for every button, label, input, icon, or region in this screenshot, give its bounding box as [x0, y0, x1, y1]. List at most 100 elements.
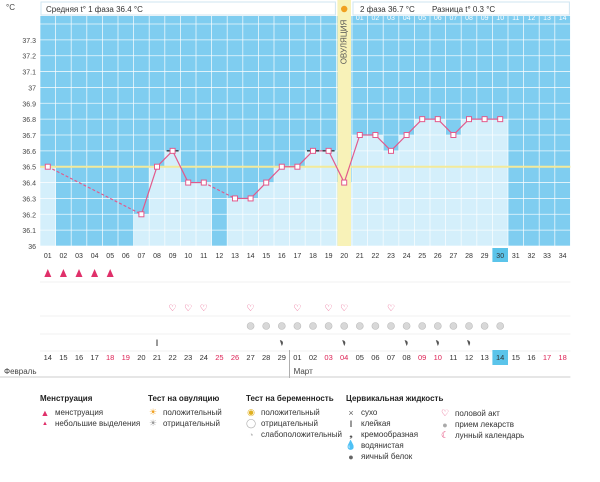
- pregnancy-weak-icon: ◔: [248, 429, 254, 440]
- phase2-text: 2 фаза 36.7 °C: [360, 5, 415, 14]
- cycle-day-label: 17: [294, 253, 302, 260]
- sun-icon: [341, 5, 348, 13]
- calendar-date: 17: [90, 353, 98, 362]
- phase1-box: [40, 1, 336, 16]
- pill-icon: [387, 322, 395, 330]
- pill-icon: [277, 322, 286, 330]
- legend-item: отрицательный: [261, 419, 318, 428]
- month-label: Февраль: [4, 367, 37, 376]
- cycle-day-label: 12: [216, 253, 224, 260]
- watery-icon: 💧: [345, 440, 357, 450]
- cycle-day-label: 26: [434, 253, 442, 260]
- y-tick-label: 36: [28, 244, 36, 251]
- pill-icon: [371, 322, 380, 330]
- calendar-date: 20: [137, 353, 145, 362]
- cycle-day-label: 33: [543, 253, 551, 260]
- legend-ovulation-test: Тест на овуляцию ☀ положительный ☀ отрицат…: [148, 394, 222, 429]
- legend-item: лунный календарь: [455, 431, 525, 440]
- pill-icon: [246, 322, 255, 330]
- pill-icon: [449, 322, 458, 330]
- calendar-date: 22: [168, 353, 176, 362]
- cycle-day-label: 30: [496, 253, 504, 260]
- pregnancy-positive-icon: ◉: [247, 407, 255, 417]
- calendar-date: 09: [418, 353, 426, 362]
- calendar-date: 05: [356, 353, 364, 362]
- y-tick-label: 36.1: [22, 228, 36, 235]
- temperature-point: [325, 147, 332, 154]
- calendar-date: 16: [527, 353, 535, 362]
- cycle-day-label: 19: [325, 253, 333, 260]
- creamy-icon: [404, 340, 408, 346]
- temperature-point: [434, 116, 441, 123]
- cycle-day-label: 13: [231, 253, 239, 260]
- cycle-day-label: 05: [106, 253, 114, 260]
- calendar-date: 29: [278, 353, 286, 362]
- phase2-day-label: 09: [481, 15, 489, 22]
- temperature-bar: [149, 166, 165, 246]
- cycle-day-label: 15: [262, 253, 270, 260]
- legend-ovulation-title: Тест на овуляцию: [148, 394, 220, 403]
- calendar-date: 18: [106, 353, 114, 362]
- y-tick-label: 37: [28, 85, 36, 92]
- creamy-icon: [435, 340, 439, 346]
- heart-icon: ♡: [325, 303, 333, 313]
- phase2-day-label: 14: [559, 15, 567, 22]
- cycle-day-label: 34: [559, 253, 567, 260]
- legend-other: ♡ половой акт ● прием лекарств ☾ лунный кал…: [440, 408, 524, 441]
- phase2-day-label: 01: [356, 15, 364, 22]
- heart-icon: ♡: [184, 303, 192, 313]
- ovulation-label: ОВУЛЯЦИЯ: [339, 19, 348, 64]
- pill-icon: [262, 322, 271, 330]
- calendar-date: 25: [215, 353, 223, 362]
- phase2-box: [352, 1, 570, 16]
- cycle-day-label: 32: [528, 253, 536, 260]
- cycle-day-label: 25: [418, 253, 426, 260]
- temperature-point: [372, 132, 379, 138]
- phase1-text: Средняя t° 1 фаза 36.4 °C: [46, 5, 143, 14]
- temperature-point: [169, 147, 176, 154]
- legend-item: небольшие выделения: [55, 419, 141, 428]
- menstruation-icon: [91, 269, 99, 277]
- legend-item: слабоположительный: [261, 430, 342, 439]
- phase2-day-label: 11: [512, 15, 519, 22]
- y-tick-label: 36.7: [22, 133, 36, 140]
- sun-negative-icon: ☀: [148, 418, 158, 428]
- phase2-day-label: 04: [403, 15, 411, 22]
- temperature-point: [481, 116, 488, 123]
- cycle-day-label: 09: [169, 253, 177, 260]
- temperature-point: [356, 132, 363, 138]
- calendar-date: 27: [246, 353, 254, 362]
- calendar-date: 19: [122, 353, 130, 362]
- cycle-day-label: 28: [465, 253, 473, 260]
- pill-icon: ●: [442, 419, 448, 430]
- phase2-day-label: 12: [528, 15, 536, 22]
- ovulation-band: [337, 0, 351, 246]
- legend-item: клейкая: [361, 419, 391, 428]
- temperature-point: [278, 163, 285, 170]
- temperature-point: [466, 116, 472, 123]
- temperature-point: [341, 179, 348, 186]
- legend-pregnancy-test: Тест на беременность ◉ положительный ◯ отр…: [246, 394, 342, 440]
- calendar-date: 16: [75, 353, 83, 362]
- temperature-point: [138, 211, 145, 218]
- creamy-icon: [279, 340, 283, 346]
- calendar-date: 11: [450, 353, 458, 362]
- heart-icon: ♡: [340, 303, 348, 313]
- calendar-date: 24: [200, 353, 208, 362]
- calendar-date: 15: [59, 353, 67, 362]
- heart-icon: ♡: [387, 303, 395, 313]
- current-day-highlight: [492, 248, 508, 262]
- calendar-date: 13: [480, 353, 488, 362]
- legend-pregnancy-title: Тест на беременность: [246, 394, 334, 403]
- calendar-date: 01: [293, 353, 301, 362]
- temperature-bar: [274, 166, 290, 246]
- pill-icon: [480, 322, 489, 330]
- temperature-bar: [40, 166, 56, 246]
- pill-icon: [418, 322, 427, 330]
- cycle-day-label: 21: [356, 253, 364, 260]
- temperature-bar: [352, 135, 368, 246]
- phase2-day-label: 02: [372, 15, 380, 22]
- egg-white-icon: ●: [348, 451, 354, 462]
- heart-icon: ♡: [293, 303, 301, 313]
